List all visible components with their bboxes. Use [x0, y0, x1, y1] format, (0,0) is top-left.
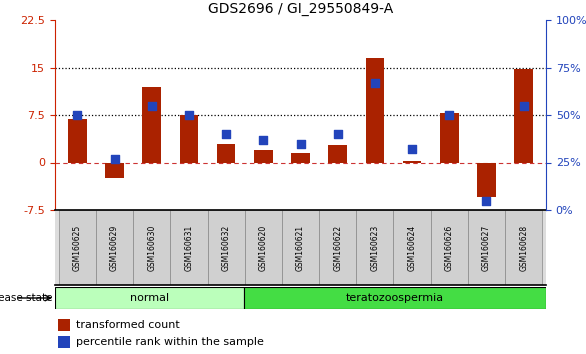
Point [407, 146, 417, 152]
Text: GSM160629: GSM160629 [110, 224, 119, 270]
Text: GSM160623: GSM160623 [370, 224, 379, 270]
Text: GSM160622: GSM160622 [333, 224, 342, 270]
Bar [440, 113, 459, 162]
Bar [403, 161, 421, 162]
Bar [180, 115, 198, 162]
Bar [477, 162, 496, 197]
Bar [55, 287, 244, 309]
Bar [245, 210, 282, 285]
Text: transformed count: transformed count [76, 320, 179, 330]
Point [482, 198, 491, 203]
Bar [133, 210, 171, 285]
Text: percentile rank within the sample: percentile rank within the sample [76, 337, 264, 347]
Point [519, 103, 529, 108]
Bar [68, 119, 87, 162]
Text: GSM160624: GSM160624 [408, 224, 417, 270]
Text: GSM160627: GSM160627 [482, 224, 491, 270]
Point [445, 112, 454, 118]
Bar [59, 210, 96, 285]
Text: teratozoospermia: teratozoospermia [346, 293, 444, 303]
Text: GSM160621: GSM160621 [296, 224, 305, 270]
Text: GSM160625: GSM160625 [73, 224, 82, 270]
Point [258, 137, 268, 143]
Text: disease state: disease state [0, 293, 52, 303]
Bar [366, 58, 384, 162]
Bar [431, 210, 468, 285]
Point [222, 131, 231, 137]
Bar [142, 86, 161, 162]
Bar [254, 150, 272, 162]
Bar [393, 210, 431, 285]
Text: GSM160626: GSM160626 [445, 224, 454, 270]
Bar [505, 210, 542, 285]
Bar [515, 69, 533, 162]
Title: GDS2696 / GI_29550849-A: GDS2696 / GI_29550849-A [208, 2, 393, 16]
Point [370, 80, 380, 86]
Bar [105, 162, 124, 178]
Bar [207, 210, 245, 285]
Text: GSM160628: GSM160628 [519, 224, 528, 270]
Bar [291, 153, 310, 162]
Point [333, 131, 342, 137]
Bar [217, 143, 236, 162]
Bar [96, 210, 133, 285]
Text: GSM160632: GSM160632 [222, 224, 231, 270]
Text: GSM160630: GSM160630 [147, 224, 156, 271]
Point [296, 141, 305, 146]
Bar [328, 145, 347, 162]
Text: GSM160631: GSM160631 [185, 224, 193, 270]
Point [73, 112, 82, 118]
Point [147, 103, 156, 108]
Bar [282, 210, 319, 285]
Bar [356, 210, 393, 285]
Bar [244, 287, 546, 309]
Bar [171, 210, 207, 285]
Point [110, 156, 119, 161]
Bar [319, 210, 356, 285]
Point [184, 112, 193, 118]
Text: normal: normal [130, 293, 169, 303]
Bar [59, 336, 70, 348]
Bar [59, 319, 70, 331]
Text: GSM160620: GSM160620 [259, 224, 268, 270]
Bar [468, 210, 505, 285]
